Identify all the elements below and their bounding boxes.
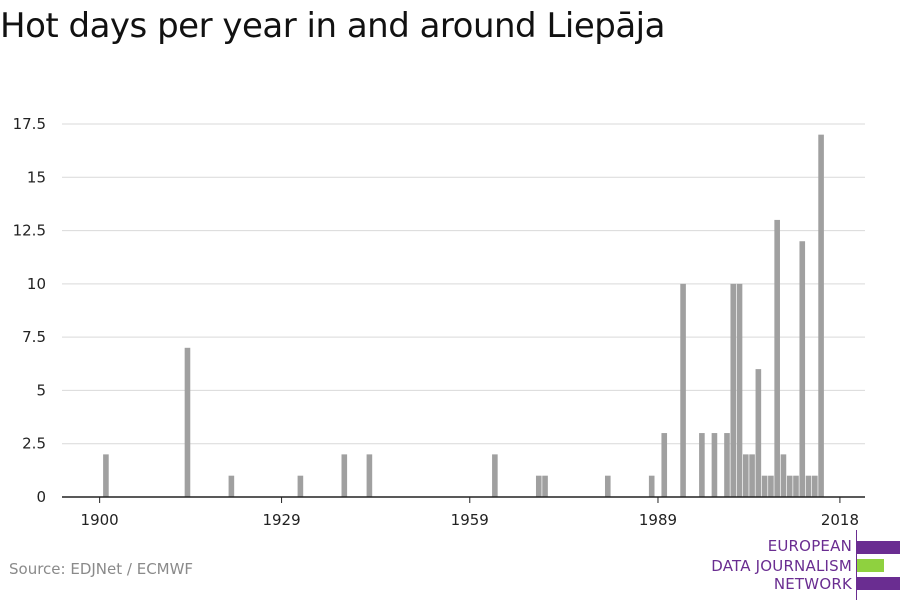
x-tick-label: 1989	[639, 511, 677, 529]
bar-1998	[711, 433, 718, 497]
bar-2005	[755, 369, 762, 497]
bar-1901	[103, 454, 109, 497]
y-tick-label: 0	[36, 488, 46, 506]
x-tick-label: 1929	[262, 511, 300, 529]
bar-1963	[492, 454, 498, 497]
bar-1981	[604, 475, 611, 497]
x-tick-label: 1959	[451, 511, 489, 529]
logo-line-1: EUROPEAN	[767, 537, 852, 555]
bar-2011	[793, 475, 799, 497]
bar-1914	[184, 347, 191, 497]
bar-2014	[812, 475, 818, 497]
y-tick-label: 2.5	[22, 435, 46, 453]
logo-bar-green	[857, 559, 884, 572]
bar-2015	[818, 134, 824, 497]
bar-2004	[749, 454, 755, 497]
bar-2009	[780, 454, 787, 497]
bar-1943	[366, 454, 373, 497]
bar-1996	[699, 433, 705, 497]
bar-1939	[341, 454, 348, 497]
y-tick-label: 15	[27, 168, 46, 186]
y-tick-label: 17.5	[13, 115, 46, 133]
bar-1988	[648, 475, 655, 497]
bar-2013	[805, 475, 812, 497]
bars	[103, 134, 824, 497]
bar-1993	[680, 283, 686, 497]
bar-2012	[799, 241, 806, 497]
bar-2010	[786, 475, 793, 497]
bar-1921	[228, 475, 235, 497]
bar-2008	[774, 219, 780, 497]
x-axis-ticks: 1900 1929 1959 1989 2018	[81, 497, 859, 529]
logo-bar-purple-top	[857, 541, 900, 554]
logo-line-3: NETWORK	[773, 575, 852, 593]
logo-divider	[856, 530, 857, 600]
bar-2001	[730, 283, 737, 497]
bar-2006	[761, 475, 768, 497]
logo-bar-purple-bottom	[857, 577, 900, 590]
logo-line-2: DATA JOURNALISM	[711, 557, 852, 575]
gridlines	[62, 123, 865, 445]
y-tick-label: 5	[36, 381, 46, 399]
bar-1971	[542, 475, 548, 497]
bar-2003	[743, 454, 749, 497]
chart-title: Hot days per year in and around Liepāja	[0, 6, 665, 46]
y-tick-label: 10	[27, 275, 46, 293]
y-tick-label: 12.5	[13, 222, 46, 240]
bar-2000	[724, 433, 730, 497]
bar-1970	[535, 475, 542, 497]
source-note: Source: EDJNet / ECMWF	[9, 560, 194, 578]
bar-1932	[297, 475, 304, 497]
bar-2002	[736, 283, 743, 497]
y-tick-label: 7.5	[22, 328, 46, 346]
x-tick-label: 2018	[821, 511, 859, 529]
y-axis-ticks: 0 2.5 5 7.5 10 12.5 15 17.5	[13, 115, 46, 506]
bar-2007	[768, 475, 774, 497]
x-tick-label: 1900	[81, 511, 119, 529]
bar-1990	[661, 433, 668, 497]
edjnet-logo: EUROPEAN DATA JOURNALISM NETWORK	[700, 530, 900, 600]
